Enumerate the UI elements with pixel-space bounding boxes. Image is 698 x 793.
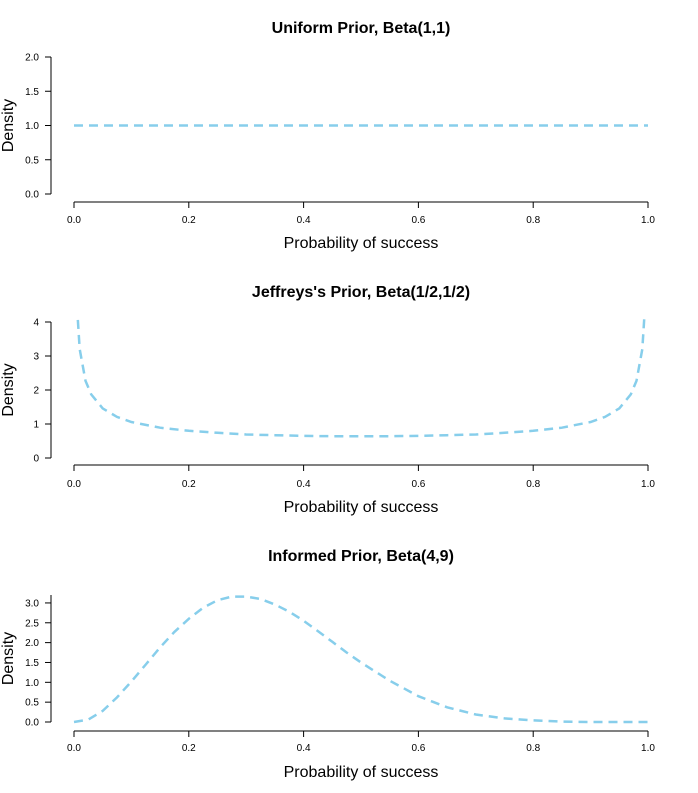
y-tick-label: 0.5 [25, 155, 39, 166]
y-tick-label: 2.5 [25, 618, 39, 629]
y-axis-label: Density [0, 99, 17, 152]
y-tick-label: 3.0 [25, 598, 39, 609]
x-tick-label: 0.4 [297, 479, 311, 490]
x-tick-label: 0.6 [411, 215, 425, 226]
x-tick-label: 0.8 [526, 479, 540, 490]
y-tick-label: 1.5 [25, 87, 39, 98]
x-axis-label: Probability of success [284, 499, 439, 516]
y-tick-label: 0.0 [25, 718, 39, 729]
x-tick-label: 0.2 [182, 479, 196, 490]
x-tick-label: 0.6 [411, 479, 425, 490]
y-tick-label: 1.0 [25, 678, 39, 689]
x-tick-label: 0.0 [67, 215, 81, 226]
x-tick-label: 1.0 [641, 479, 655, 490]
x-tick-label: 0.6 [411, 743, 425, 754]
y-tick-label: 2.0 [25, 638, 39, 649]
y-axis-label: Density [0, 632, 17, 685]
y-axis-label: Density [0, 363, 17, 416]
y-tick-label: 4 [33, 318, 39, 329]
x-axis-label: Probability of success [284, 764, 439, 781]
density-curve [76, 316, 646, 438]
x-axis-label: Probability of success [284, 235, 439, 252]
y-tick-label: 0 [33, 454, 39, 465]
y-tick-label: 2 [33, 386, 39, 397]
chart-title: Informed Prior, Beta(4,9) [268, 548, 454, 565]
y-tick-label: 0.5 [25, 698, 39, 709]
density-curve [73, 595, 648, 724]
x-tick-label: 0.4 [297, 743, 311, 754]
x-tick-label: 0.4 [297, 215, 311, 226]
x-tick-label: 0.0 [67, 479, 81, 490]
panel-3: Informed Prior, Beta(4,9) 0.0 0.2 0.4 0.6 0.8… [0, 548, 655, 781]
chart-title: Jeffreys's Prior, Beta(1/2,1/2) [252, 284, 470, 301]
y-tick-label: 1 [33, 420, 39, 431]
y-tick-label: 1.5 [25, 658, 39, 669]
x-tick-label: 0.8 [526, 215, 540, 226]
x-tick-label: 0.2 [182, 743, 196, 754]
y-tick-label: 1.0 [25, 121, 39, 132]
panel-1: Uniform Prior, Beta(1,1) 0.0 0.2 0.4 0.6 0.8 1… [0, 20, 655, 252]
x-tick-label: 1.0 [641, 743, 655, 754]
x-tick-label: 0.0 [67, 743, 81, 754]
chart-title: Uniform Prior, Beta(1,1) [272, 20, 451, 37]
y-tick-label: 0.0 [25, 190, 39, 201]
y-tick-label: 2.0 [25, 53, 39, 64]
y-tick-label: 3 [33, 352, 39, 363]
x-tick-label: 1.0 [641, 215, 655, 226]
panel-2: Jeffreys's Prior, Beta(1/2,1/2) 0.0 0.2 0.4… [0, 284, 655, 516]
x-tick-label: 0.8 [526, 743, 540, 754]
x-tick-label: 0.2 [182, 215, 196, 226]
